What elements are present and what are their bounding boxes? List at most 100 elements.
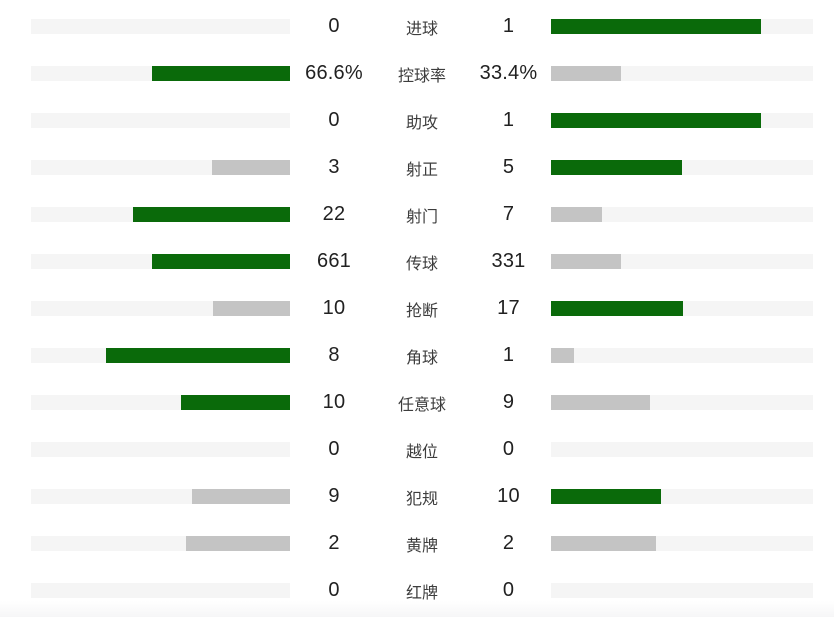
home-stat-bar bbox=[191, 489, 290, 504]
away-bar-track bbox=[551, 160, 813, 175]
stat-row: 10 抢断 17 bbox=[31, 285, 813, 332]
home-stat-value: 9 bbox=[328, 485, 340, 507]
away-stat-value: 33.4% bbox=[479, 62, 538, 84]
home-stat-value: 10 bbox=[322, 391, 346, 413]
away-bar-track bbox=[551, 395, 813, 410]
stat-row: 0 越位 0 bbox=[31, 426, 813, 473]
stat-label: 黄牌 bbox=[405, 537, 438, 555]
away-bar-track bbox=[551, 348, 813, 363]
home-bar-track bbox=[31, 113, 290, 128]
home-stat-bar bbox=[180, 395, 290, 410]
home-stat-value: 3 bbox=[328, 156, 340, 178]
bottom-fade-strip bbox=[0, 601, 834, 617]
home-stat-value: 0 bbox=[328, 579, 340, 601]
stat-row: 0 红牌 0 bbox=[31, 567, 813, 614]
stat-row: 0 进球 1 bbox=[31, 3, 813, 50]
stat-label: 抢断 bbox=[405, 302, 438, 320]
away-bar-track bbox=[551, 66, 813, 81]
home-stat-value: 2 bbox=[328, 532, 340, 554]
home-bar-track bbox=[31, 160, 290, 175]
away-stat-bar bbox=[551, 489, 662, 504]
away-bar-track bbox=[551, 254, 813, 269]
stat-label: 射正 bbox=[405, 161, 438, 179]
away-stat-value: 331 bbox=[491, 250, 526, 272]
home-bar-track bbox=[31, 489, 290, 504]
home-bar-track bbox=[31, 66, 290, 81]
home-stat-bar bbox=[151, 66, 290, 81]
home-bar-track bbox=[31, 254, 290, 269]
away-stat-value: 7 bbox=[502, 203, 515, 225]
stat-row: 3 射正 5 bbox=[31, 144, 813, 191]
home-bar-track bbox=[31, 395, 290, 410]
away-bar-track bbox=[551, 489, 813, 504]
home-bar-track bbox=[31, 348, 290, 363]
home-stat-value: 0 bbox=[328, 438, 340, 460]
away-stat-bar bbox=[551, 348, 575, 363]
away-stat-value: 2 bbox=[502, 532, 515, 554]
stat-label: 控球率 bbox=[397, 67, 446, 85]
away-stat-value: 0 bbox=[502, 579, 515, 601]
away-bar-track bbox=[551, 536, 813, 551]
away-stat-bar bbox=[551, 301, 684, 316]
away-stat-bar bbox=[551, 254, 621, 269]
stat-label: 犯规 bbox=[405, 490, 438, 508]
home-bar-track bbox=[31, 19, 290, 34]
home-stat-value: 661 bbox=[317, 250, 351, 272]
stat-label: 角球 bbox=[405, 349, 438, 367]
away-stat-value: 17 bbox=[497, 297, 520, 319]
home-bar-track bbox=[31, 442, 290, 457]
home-stat-value: 0 bbox=[328, 15, 340, 37]
away-bar-track bbox=[551, 113, 813, 128]
away-bar-track bbox=[551, 301, 813, 316]
away-bar-track bbox=[551, 207, 813, 222]
stat-label: 越位 bbox=[405, 443, 438, 461]
away-stat-value: 1 bbox=[502, 344, 515, 366]
stat-label: 任意球 bbox=[397, 396, 446, 414]
home-stat-bar bbox=[213, 301, 290, 316]
stat-label: 红牌 bbox=[405, 584, 438, 602]
stat-row: 8 角球 1 bbox=[31, 332, 813, 379]
home-stat-bar bbox=[186, 536, 290, 551]
home-stat-bar bbox=[151, 254, 290, 269]
stat-row: 22 射门 7 bbox=[31, 191, 813, 238]
home-bar-track bbox=[31, 207, 290, 222]
home-stat-value: 22 bbox=[322, 203, 346, 225]
home-stat-bar bbox=[132, 207, 290, 222]
away-stat-value: 1 bbox=[502, 109, 515, 131]
away-stat-bar bbox=[551, 395, 651, 410]
away-stat-bar bbox=[551, 160, 682, 175]
stat-label: 射门 bbox=[405, 208, 438, 226]
home-bar-track bbox=[31, 536, 290, 551]
stat-row: 10 任意球 9 bbox=[31, 379, 813, 426]
away-bar-track bbox=[551, 19, 813, 34]
home-stat-value: 10 bbox=[322, 297, 346, 319]
home-stat-bar bbox=[212, 160, 290, 175]
stat-row: 9 犯规 10 bbox=[31, 473, 813, 520]
away-stat-bar bbox=[551, 19, 761, 34]
stat-label: 助攻 bbox=[405, 114, 438, 132]
home-stat-value: 8 bbox=[328, 344, 340, 366]
stat-row: 0 助攻 1 bbox=[31, 97, 813, 144]
away-stat-bar bbox=[551, 207, 602, 222]
away-stat-value: 9 bbox=[502, 391, 515, 413]
away-stat-value: 0 bbox=[502, 438, 515, 460]
away-stat-bar bbox=[551, 113, 761, 128]
away-stat-bar bbox=[551, 66, 621, 81]
home-bar-track bbox=[31, 301, 290, 316]
away-bar-track bbox=[551, 583, 813, 598]
away-stat-value: 10 bbox=[497, 485, 520, 507]
away-stat-value: 5 bbox=[502, 156, 515, 178]
stat-row: 2 黄牌 2 bbox=[31, 520, 813, 567]
away-bar-track bbox=[551, 442, 813, 457]
home-stat-bar bbox=[105, 348, 290, 363]
home-stat-value: 0 bbox=[328, 109, 340, 131]
home-bar-track bbox=[31, 583, 290, 598]
away-stat-bar bbox=[551, 536, 656, 551]
away-stat-value: 1 bbox=[502, 15, 515, 37]
stat-label: 进球 bbox=[405, 20, 438, 38]
stat-row: 66.6% 控球率 33.4% bbox=[31, 50, 813, 97]
stat-row: 661 传球 331 bbox=[31, 238, 813, 285]
home-stat-value: 66.6% bbox=[305, 62, 363, 84]
